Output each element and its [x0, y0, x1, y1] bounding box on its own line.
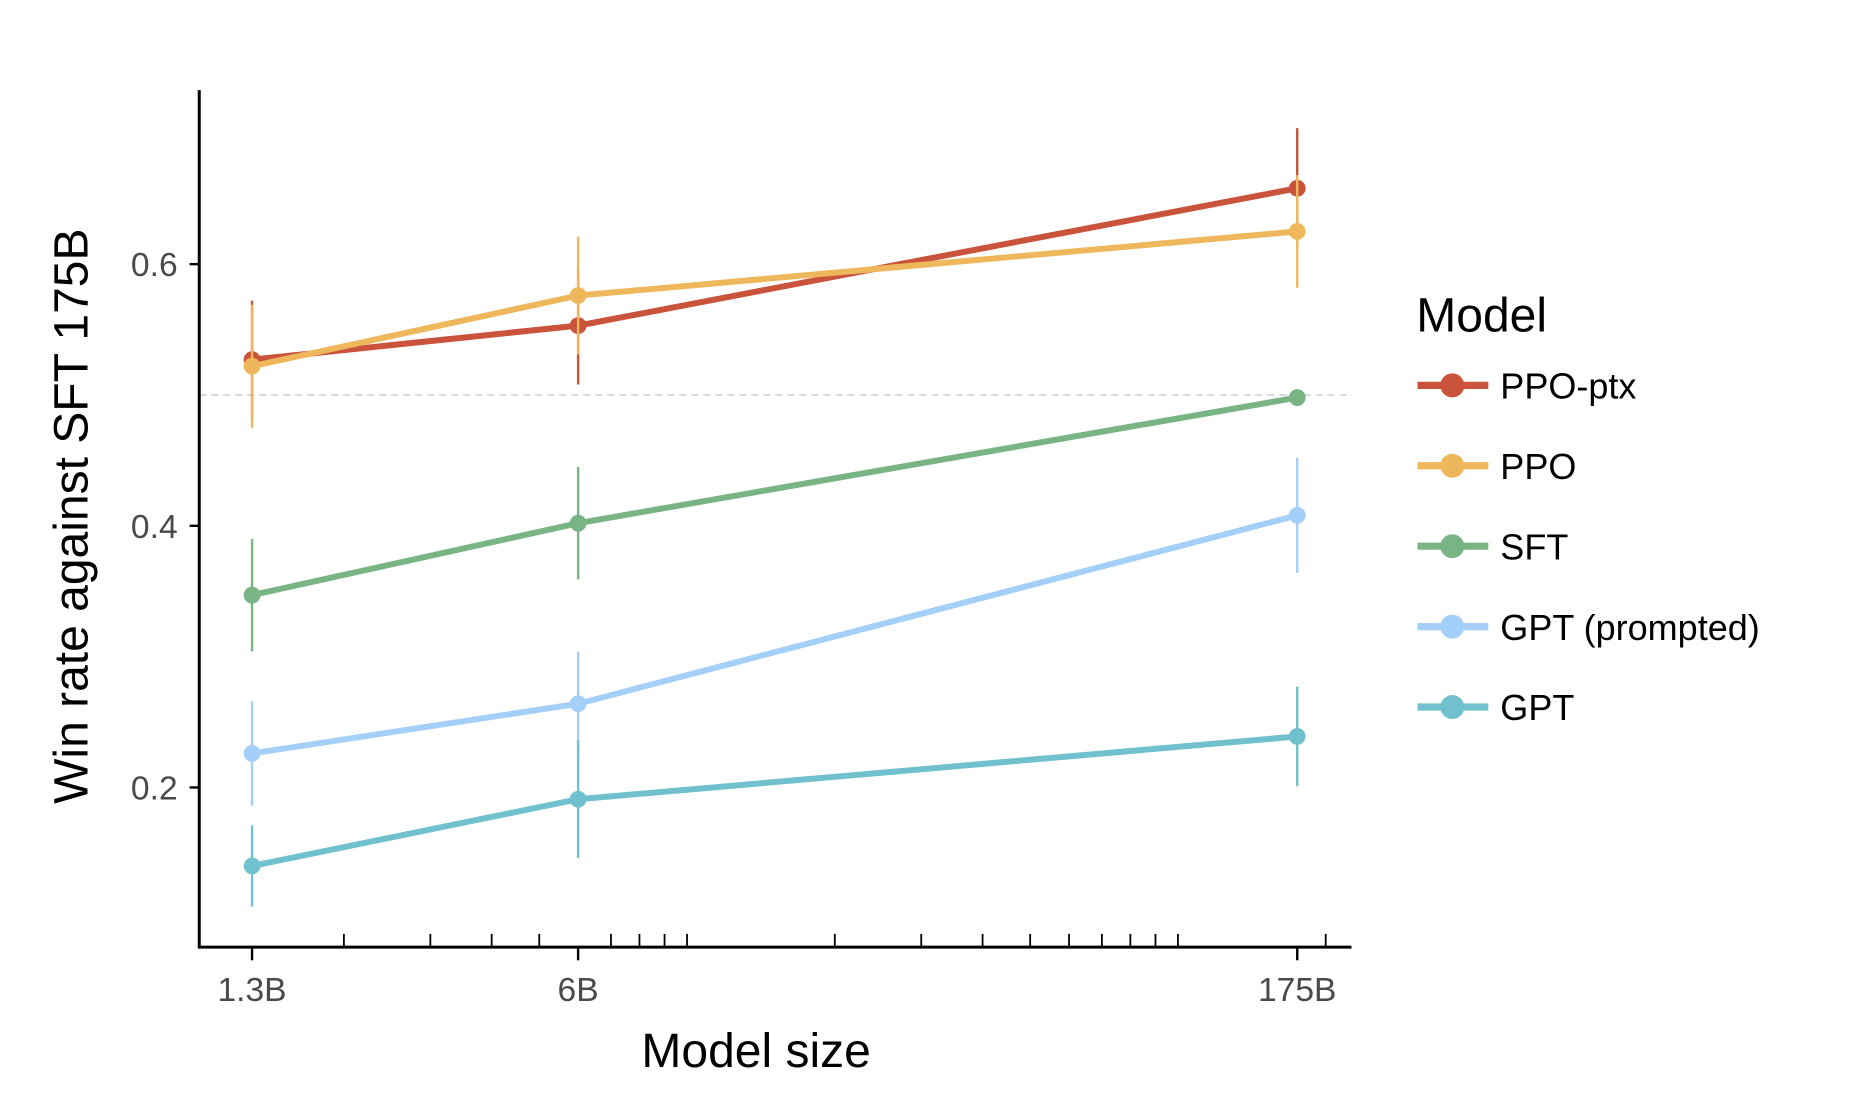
series-sft	[243, 389, 1306, 652]
series-gpt-prompted	[243, 457, 1306, 806]
legend-title: Model	[1416, 289, 1547, 342]
data-point	[1288, 389, 1306, 406]
y-axis-title: Win rate against SFT 175B	[46, 228, 99, 803]
series-gpt	[243, 686, 1306, 907]
data-point	[569, 790, 587, 808]
legend-swatch-dot	[1440, 695, 1465, 720]
data-point	[569, 514, 587, 532]
legend-label: PPO	[1500, 446, 1576, 487]
legend-item: SFT	[1417, 526, 1568, 567]
data-point	[1288, 728, 1306, 745]
data-point	[243, 357, 261, 375]
legend-swatch-dot	[1440, 534, 1465, 559]
legend-label: SFT	[1500, 526, 1568, 567]
series-line	[251, 394, 1298, 599]
legend-swatch-dot	[1440, 453, 1465, 478]
legend-label: PPO-ptx	[1500, 366, 1636, 407]
data-point	[569, 695, 587, 713]
x-tick-label: 6B	[558, 972, 599, 1009]
legend-label: GPT	[1500, 687, 1574, 728]
data-point	[243, 857, 261, 875]
data-point	[569, 287, 587, 304]
data-point	[243, 745, 261, 762]
legend-swatch-dot	[1440, 373, 1465, 398]
legend-item: GPT (prompted)	[1417, 607, 1760, 648]
y-tick-label: 0.2	[131, 770, 178, 807]
legend-item: GPT	[1417, 687, 1574, 728]
series-ppo-ptx	[243, 128, 1306, 419]
legend-item: PPO-ptx	[1417, 366, 1636, 407]
data-point	[1288, 506, 1306, 524]
x-tick-label: 1.3B	[217, 972, 286, 1009]
series-ppo	[243, 175, 1306, 428]
y-tick-label: 0.4	[131, 509, 178, 546]
y-tick-label: 0.6	[131, 247, 178, 284]
data-point	[1288, 223, 1306, 240]
data-point	[243, 586, 261, 604]
legend-label: GPT (prompted)	[1500, 607, 1759, 648]
x-tick-label: 175B	[1258, 972, 1336, 1009]
legend-item: PPO	[1417, 446, 1576, 487]
x-axis-title: Model size	[641, 1025, 870, 1078]
legend-swatch-dot	[1440, 614, 1465, 639]
series-line	[251, 512, 1298, 757]
series-line	[251, 733, 1298, 869]
legend: Model PPO-ptx PPO SFT GPT (prompted) GPT	[1416, 289, 1759, 728]
